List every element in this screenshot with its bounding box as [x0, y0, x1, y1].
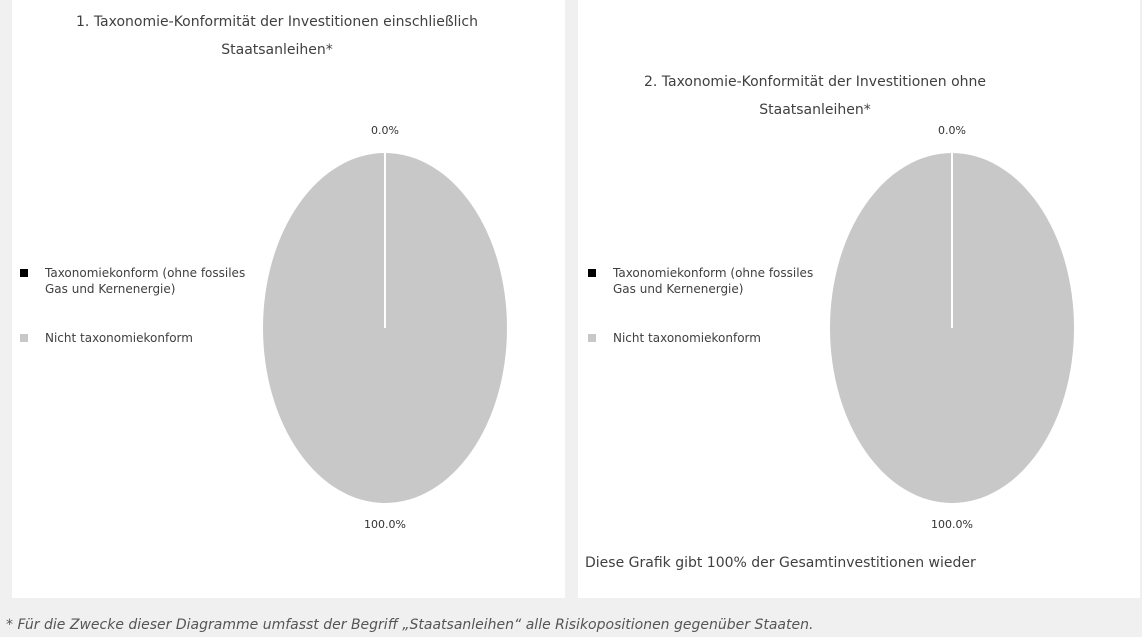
data-label: 0.0% [938, 124, 966, 137]
legend-swatch [588, 269, 596, 277]
legend-label: Nicht taxonomiekonform [613, 331, 761, 345]
data-label: 0.0% [371, 124, 399, 137]
note: Diese Grafik gibt 100% der Gesamtinvesti… [585, 555, 976, 571]
legend-swatch [588, 334, 596, 342]
footnote: * Für die Zwecke dieser Diagramme umfass… [6, 617, 814, 633]
legend-label: Nicht taxonomiekonform [45, 331, 193, 345]
data-label: 100.0% [931, 518, 973, 531]
data-label: 100.0% [364, 518, 406, 531]
legend-label: Taxonomiekonform (ohne fossiles Gas und … [613, 266, 814, 296]
legend-label: Taxonomiekonform (ohne fossiles Gas und … [45, 266, 246, 296]
legend-swatch [20, 334, 28, 342]
chart-title: 1. Taxonomie-Konformität der Investition… [76, 14, 478, 58]
chart-title: 2. Taxonomie-Konformität der Investition… [643, 74, 987, 118]
legend-swatch [20, 269, 28, 277]
